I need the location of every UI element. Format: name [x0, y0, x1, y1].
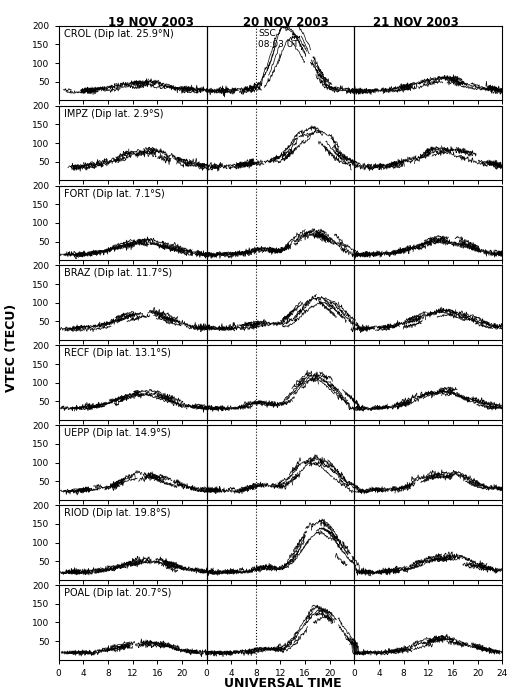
Text: UNIVERSAL TIME: UNIVERSAL TIME — [224, 677, 341, 690]
Text: SSC
08:03 UT: SSC 08:03 UT — [258, 29, 298, 49]
Text: 21 NOV 2003: 21 NOV 2003 — [372, 16, 458, 29]
Text: CROL (Dip lat. 25.9°N): CROL (Dip lat. 25.9°N) — [64, 29, 173, 39]
Text: 20 NOV 2003: 20 NOV 2003 — [242, 16, 328, 29]
Text: FORT (Dip lat. 7.1°S): FORT (Dip lat. 7.1°S) — [64, 189, 164, 198]
Text: POAL (Dip lat. 20.7°S): POAL (Dip lat. 20.7°S) — [64, 588, 171, 598]
Text: RIOD (Dip lat. 19.8°S): RIOD (Dip lat. 19.8°S) — [64, 508, 169, 519]
Text: BRAZ (Dip lat. 11.7°S): BRAZ (Dip lat. 11.7°S) — [64, 269, 172, 278]
Text: RECF (Dip lat. 13.1°S): RECF (Dip lat. 13.1°S) — [64, 349, 170, 358]
Text: 19 NOV 2003: 19 NOV 2003 — [107, 16, 193, 29]
Text: VTEC (TECU): VTEC (TECU) — [5, 304, 18, 392]
Text: IMPZ (Dip lat. 2.9°S): IMPZ (Dip lat. 2.9°S) — [64, 109, 163, 118]
Text: UEPP (Dip lat. 14.9°S): UEPP (Dip lat. 14.9°S) — [64, 428, 170, 438]
